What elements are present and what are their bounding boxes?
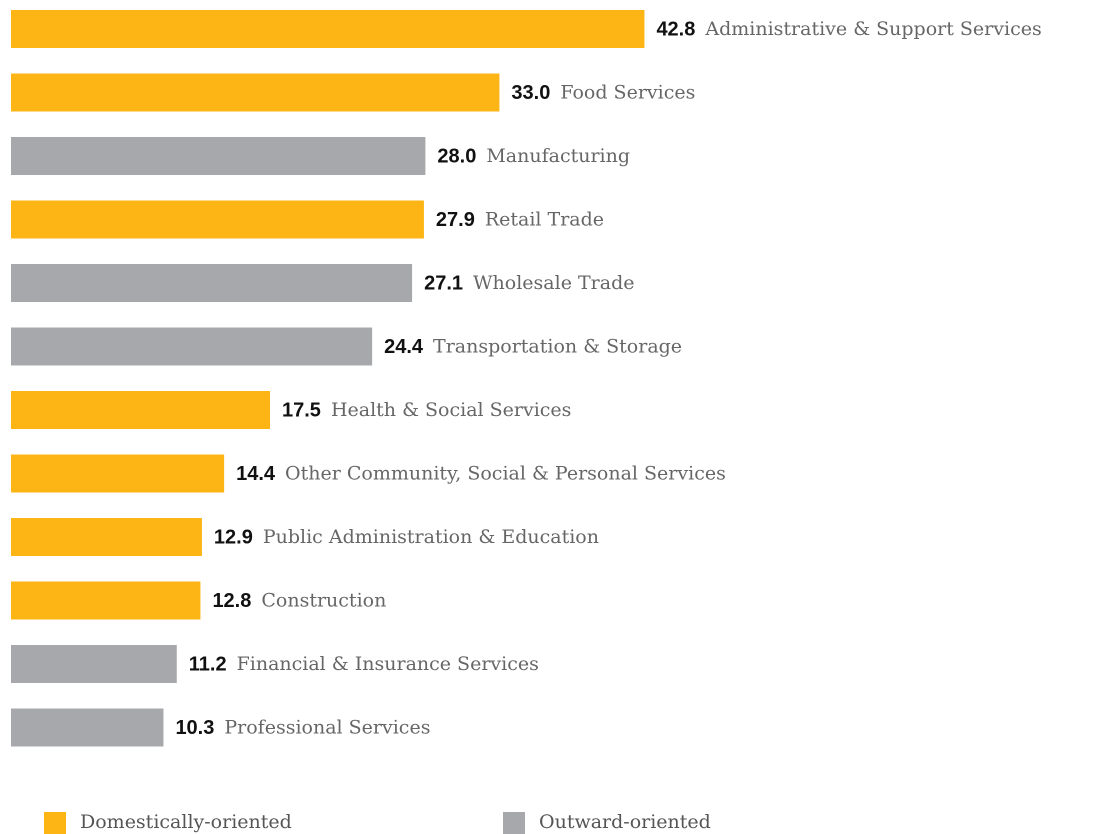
category-label: Financial & Insurance Services [237, 653, 539, 675]
value-label: 14.4 [236, 463, 276, 485]
category-label: Retail Trade [485, 209, 604, 231]
bar [11, 645, 177, 683]
category-label: Administrative & Support Services [704, 18, 1041, 40]
bar [11, 708, 164, 747]
value-label: 28.0 [437, 145, 476, 167]
bar [11, 10, 645, 48]
bar [11, 137, 426, 175]
bar [11, 200, 424, 239]
bar [11, 73, 500, 112]
value-label: 33.0 [511, 82, 550, 104]
legend-label: Outward-oriented [539, 811, 711, 833]
bar [11, 581, 201, 620]
category-label: Transportation & Storage [433, 336, 682, 358]
value-label: 12.9 [214, 526, 253, 548]
category-label: Food Services [560, 82, 695, 104]
category-label: Wholesale Trade [473, 272, 634, 294]
value-label: 11.2 [189, 653, 227, 675]
legend-swatch [44, 812, 66, 834]
value-label: 12.8 [212, 590, 251, 612]
category-label: Health & Social Services [331, 399, 572, 421]
value-label: 42.8 [656, 18, 695, 40]
value-label: 10.3 [175, 717, 214, 739]
bar [11, 391, 270, 429]
legend-swatch [503, 812, 525, 834]
category-label: Other Community, Social & Personal Servi… [285, 463, 726, 485]
value-label: 27.1 [424, 272, 463, 294]
category-label: Construction [261, 590, 386, 612]
bar [11, 327, 373, 366]
category-label: Manufacturing [486, 145, 630, 167]
legend-label: Domestically-oriented [80, 811, 292, 833]
bar [11, 518, 202, 556]
value-label: 24.4 [384, 336, 424, 358]
value-label: 27.9 [436, 209, 475, 231]
category-label: Public Administration & Education [263, 526, 599, 548]
value-label: 17.5 [282, 399, 321, 421]
bar [11, 454, 225, 493]
category-label: Professional Services [224, 717, 430, 739]
bar [11, 264, 413, 302]
